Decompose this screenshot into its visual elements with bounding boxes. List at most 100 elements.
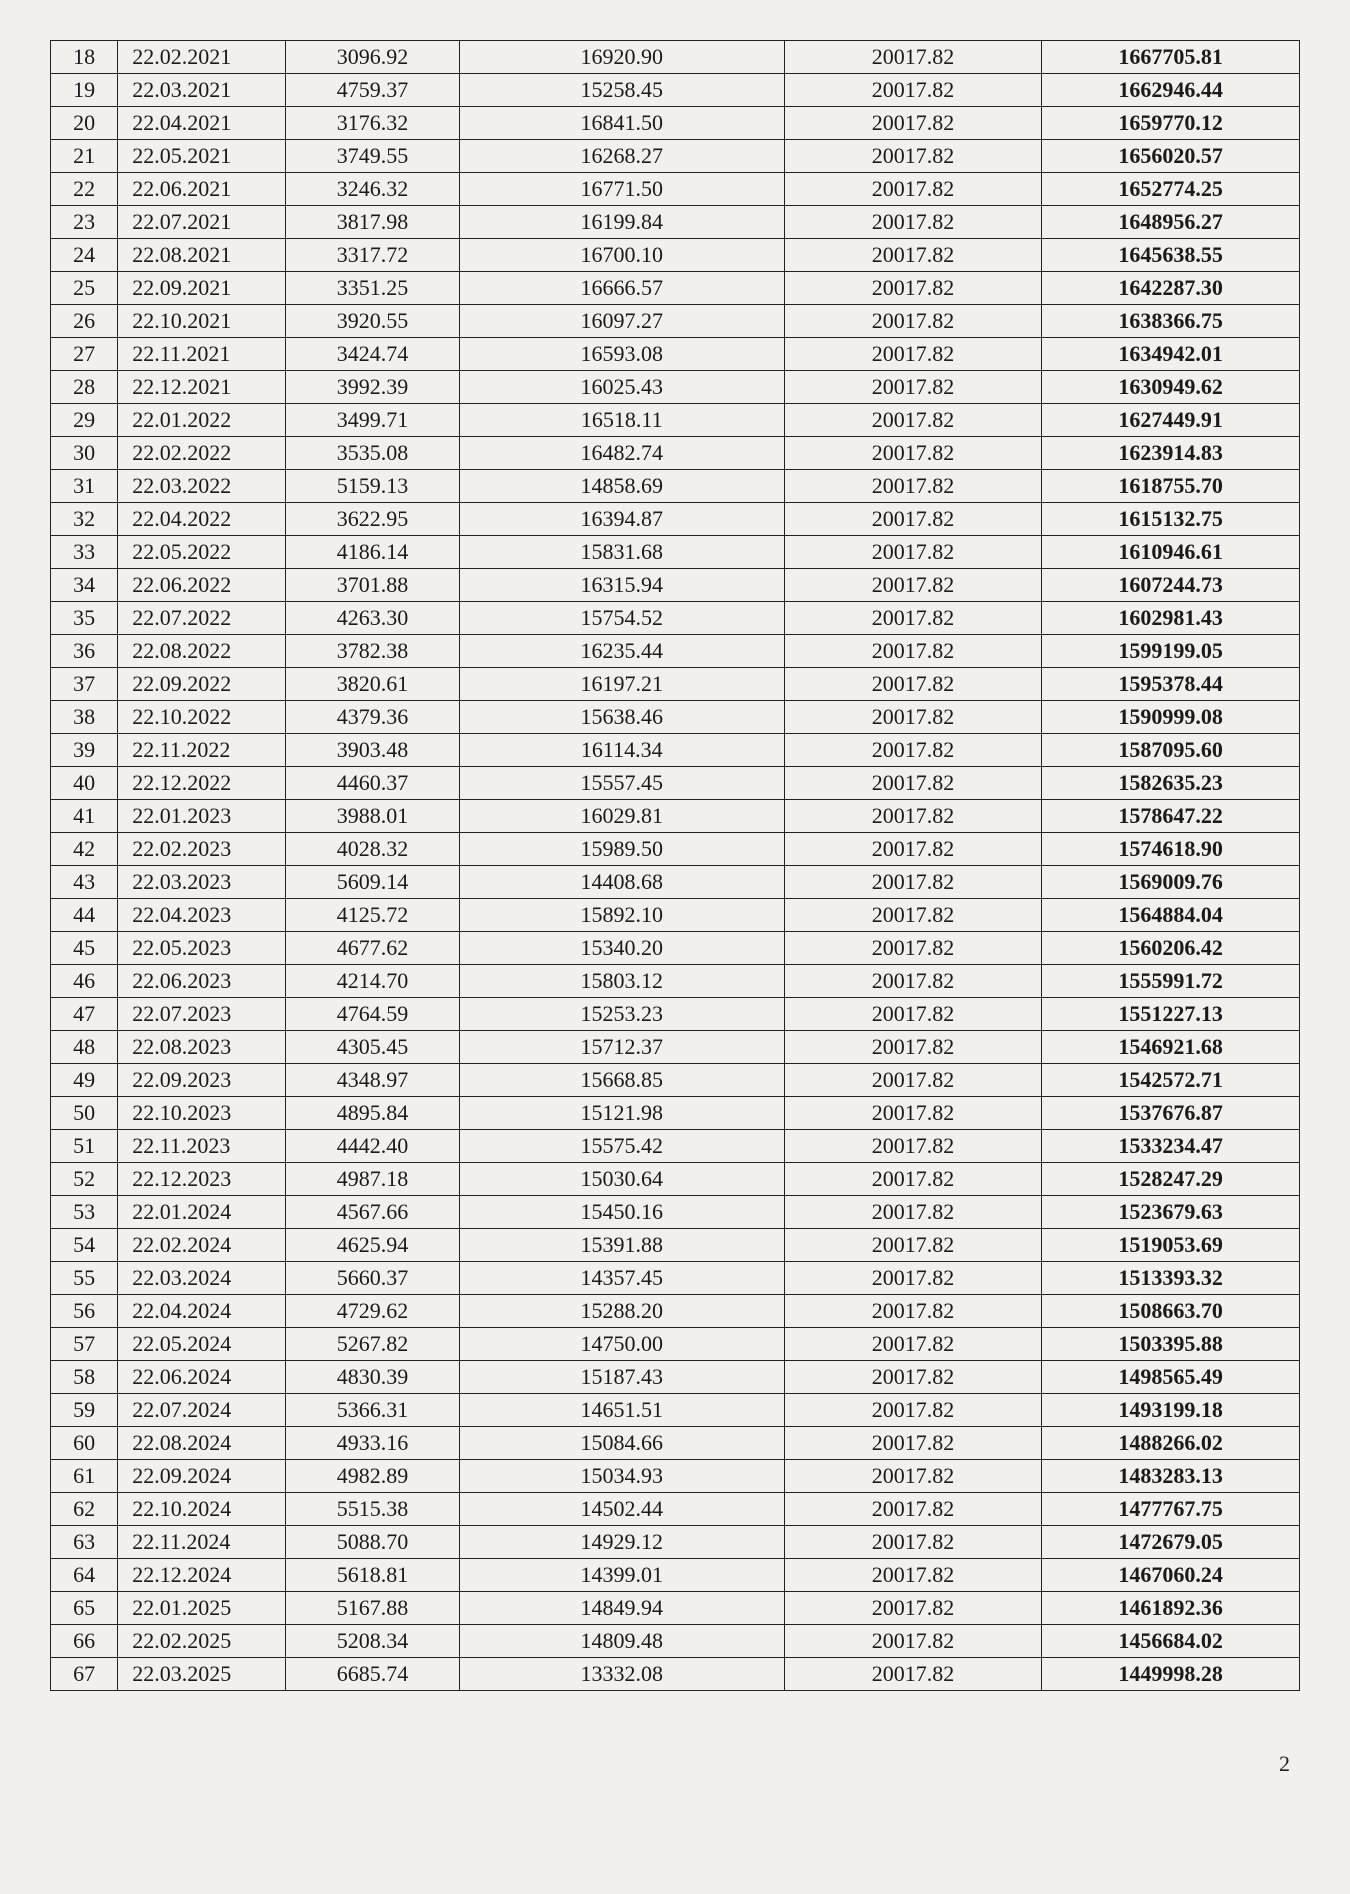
table-cell: 3622.95 <box>286 503 460 536</box>
table-cell: 16666.57 <box>459 272 784 305</box>
table-cell: 22.07.2021 <box>118 206 286 239</box>
table-cell: 15258.45 <box>459 74 784 107</box>
table-cell: 48 <box>51 1031 118 1064</box>
table-row: 5822.06.20244830.3915187.4320017.8214985… <box>51 1361 1300 1394</box>
table-cell: 20017.82 <box>784 668 1042 701</box>
table-cell: 22.11.2023 <box>118 1130 286 1163</box>
table-cell: 1537676.87 <box>1042 1097 1300 1130</box>
table-cell: 3701.88 <box>286 569 460 602</box>
table-cell: 22.10.2023 <box>118 1097 286 1130</box>
table-cell: 18 <box>51 41 118 74</box>
table-cell: 4263.30 <box>286 602 460 635</box>
table-cell: 20017.82 <box>784 1163 1042 1196</box>
table-cell: 16771.50 <box>459 173 784 206</box>
table-cell: 1533234.47 <box>1042 1130 1300 1163</box>
table-cell: 15030.64 <box>459 1163 784 1196</box>
table-cell: 15450.16 <box>459 1196 784 1229</box>
payment-schedule-table: 1822.02.20213096.9216920.9020017.8216677… <box>50 40 1300 1691</box>
table-cell: 3351.25 <box>286 272 460 305</box>
table-cell: 15557.45 <box>459 767 784 800</box>
table-cell: 41 <box>51 800 118 833</box>
table-cell: 15034.93 <box>459 1460 784 1493</box>
table-cell: 14399.01 <box>459 1559 784 1592</box>
table-cell: 4830.39 <box>286 1361 460 1394</box>
table-cell: 5515.38 <box>286 1493 460 1526</box>
table-cell: 39 <box>51 734 118 767</box>
table-cell: 22.06.2022 <box>118 569 286 602</box>
table-cell: 16315.94 <box>459 569 784 602</box>
table-cell: 15803.12 <box>459 965 784 998</box>
table-cell: 20017.82 <box>784 107 1042 140</box>
table-cell: 27 <box>51 338 118 371</box>
table-row: 5222.12.20234987.1815030.6420017.8215282… <box>51 1163 1300 1196</box>
table-row: 6622.02.20255208.3414809.4820017.8214566… <box>51 1625 1300 1658</box>
table-row: 3122.03.20225159.1314858.6920017.8216187… <box>51 470 1300 503</box>
table-cell: 14408.68 <box>459 866 784 899</box>
table-cell: 14502.44 <box>459 1493 784 1526</box>
table-cell: 16114.34 <box>459 734 784 767</box>
table-cell: 20017.82 <box>784 1229 1042 1262</box>
table-cell: 3749.55 <box>286 140 460 173</box>
table-cell: 4028.32 <box>286 833 460 866</box>
table-cell: 16700.10 <box>459 239 784 272</box>
table-cell: 22.11.2024 <box>118 1526 286 1559</box>
table-cell: 20017.82 <box>784 1328 1042 1361</box>
table-cell: 1648956.27 <box>1042 206 1300 239</box>
table-cell: 4442.40 <box>286 1130 460 1163</box>
table-row: 3322.05.20224186.1415831.6820017.8216109… <box>51 536 1300 569</box>
table-cell: 20017.82 <box>784 932 1042 965</box>
table-cell: 16394.87 <box>459 503 784 536</box>
table-cell: 22.08.2021 <box>118 239 286 272</box>
table-cell: 60 <box>51 1427 118 1460</box>
table-cell: 20017.82 <box>784 833 1042 866</box>
table-row: 2322.07.20213817.9816199.8420017.8216489… <box>51 206 1300 239</box>
table-cell: 15638.46 <box>459 701 784 734</box>
table-cell: 22.07.2022 <box>118 602 286 635</box>
table-cell: 16841.50 <box>459 107 784 140</box>
table-cell: 1595378.44 <box>1042 668 1300 701</box>
table-cell: 1498565.49 <box>1042 1361 1300 1394</box>
table-cell: 3817.98 <box>286 206 460 239</box>
table-cell: 52 <box>51 1163 118 1196</box>
table-cell: 22.02.2021 <box>118 41 286 74</box>
table-cell: 15288.20 <box>459 1295 784 1328</box>
table-cell: 22.10.2022 <box>118 701 286 734</box>
table-cell: 20017.82 <box>784 1361 1042 1394</box>
table-row: 4822.08.20234305.4515712.3720017.8215469… <box>51 1031 1300 1064</box>
table-cell: 5609.14 <box>286 866 460 899</box>
table-cell: 21 <box>51 140 118 173</box>
table-cell: 22 <box>51 173 118 206</box>
table-cell: 5618.81 <box>286 1559 460 1592</box>
table-cell: 16097.27 <box>459 305 784 338</box>
table-cell: 22.12.2022 <box>118 767 286 800</box>
table-cell: 20017.82 <box>784 74 1042 107</box>
table-cell: 64 <box>51 1559 118 1592</box>
table-row: 6222.10.20245515.3814502.4420017.8214777… <box>51 1493 1300 1526</box>
table-cell: 22.01.2024 <box>118 1196 286 1229</box>
table-cell: 20017.82 <box>784 635 1042 668</box>
table-cell: 46 <box>51 965 118 998</box>
table-cell: 15575.42 <box>459 1130 784 1163</box>
table-row: 4722.07.20234764.5915253.2320017.8215512… <box>51 998 1300 1031</box>
table-cell: 4186.14 <box>286 536 460 569</box>
table-cell: 3903.48 <box>286 734 460 767</box>
table-cell: 3424.74 <box>286 338 460 371</box>
table-cell: 3096.92 <box>286 41 460 74</box>
table-cell: 34 <box>51 569 118 602</box>
table-cell: 1449998.28 <box>1042 1658 1300 1691</box>
table-cell: 1564884.04 <box>1042 899 1300 932</box>
table-cell: 1602981.43 <box>1042 602 1300 635</box>
table-cell: 1599199.05 <box>1042 635 1300 668</box>
table-cell: 20 <box>51 107 118 140</box>
table-cell: 20017.82 <box>784 767 1042 800</box>
table-cell: 1656020.57 <box>1042 140 1300 173</box>
table-cell: 1627449.91 <box>1042 404 1300 437</box>
table-cell: 31 <box>51 470 118 503</box>
table-cell: 1634942.01 <box>1042 338 1300 371</box>
table-cell: 15253.23 <box>459 998 784 1031</box>
table-cell: 35 <box>51 602 118 635</box>
table-cell: 1645638.55 <box>1042 239 1300 272</box>
table-cell: 1560206.42 <box>1042 932 1300 965</box>
table-row: 5622.04.20244729.6215288.2020017.8215086… <box>51 1295 1300 1328</box>
table-cell: 22.04.2023 <box>118 899 286 932</box>
